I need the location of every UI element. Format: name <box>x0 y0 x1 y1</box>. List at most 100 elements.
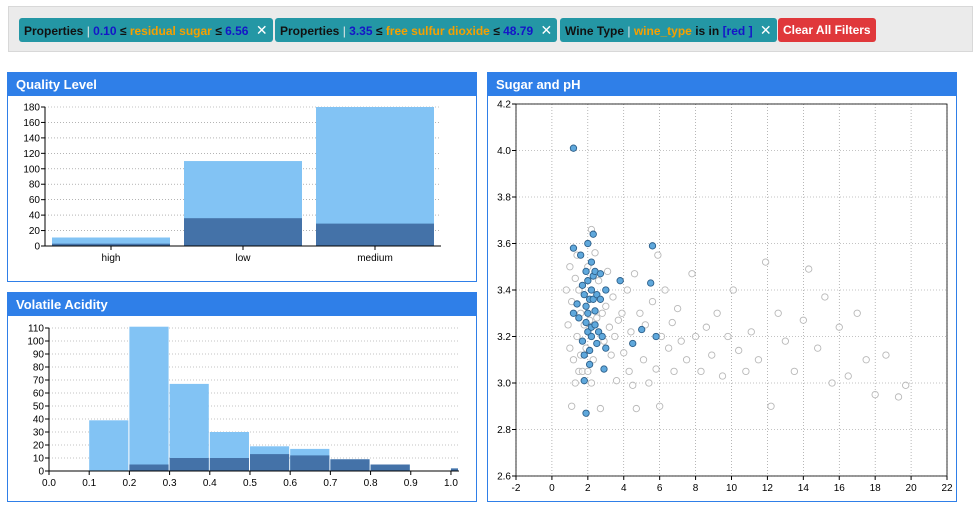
scatter-point <box>625 367 633 376</box>
filter-chip-residual-sugar[interactable]: Properties | 0.10 ≤ residual sugar ≤ 6.5… <box>19 18 273 42</box>
filter-high: 6.56 <box>225 24 249 38</box>
clear-all-filters-button[interactable]: Clear All Filters <box>778 18 876 42</box>
histogram-bar <box>169 383 209 471</box>
scatter-point <box>614 316 623 324</box>
scatter-point-selected <box>596 295 605 303</box>
quality-level-chart[interactable]: 0 20 40 60 80 100 120 140 160 180 high low medium <box>8 96 476 281</box>
histogram-bar-selected <box>330 459 370 471</box>
scatter-point <box>814 344 822 352</box>
y-tick-label: 60 <box>33 389 45 400</box>
x-tick-label: 4 <box>621 483 627 494</box>
x-tick-label: 0.2 <box>122 478 136 489</box>
scatter-point-selected <box>647 279 655 287</box>
filter-separator: | <box>342 24 346 38</box>
x-tick-label: -2 <box>512 483 521 494</box>
scatter-point <box>781 337 790 345</box>
scatter-point-selected <box>580 290 588 299</box>
x-tick-label: 6 <box>657 483 663 494</box>
scatter-point-selected <box>569 144 578 152</box>
scatter-point-selected <box>578 337 587 345</box>
scatter-point <box>571 379 579 387</box>
x-tick-label: 2 <box>585 483 591 494</box>
scatter-point <box>677 337 685 345</box>
scatter-point <box>591 249 599 257</box>
scatter-point-selected <box>602 344 610 352</box>
scatter-point <box>754 356 763 364</box>
filter-prefix: Properties <box>280 24 340 38</box>
close-icon[interactable]: ✕ <box>759 22 772 38</box>
scatter-point <box>702 323 711 331</box>
x-tick-label: 0.5 <box>243 478 257 489</box>
scatter-point <box>602 302 610 310</box>
scatter-point <box>611 332 619 341</box>
filter-prefix: Wine Type <box>565 24 625 38</box>
sugar-ph-chart[interactable]: -2 0 2 4 6 8 10 12 14 16 18 20 22 2.6 2.8 3.0 3.2 3.4 3.6 3… <box>488 96 956 501</box>
scatter-point <box>598 309 606 317</box>
scatter-point-selected <box>587 258 596 266</box>
filter-bar: Properties | 0.10 ≤ residual sugar ≤ 6.5… <box>8 6 973 52</box>
y-tick-label: 80 <box>29 180 41 191</box>
scatter-point <box>569 356 578 364</box>
scatter-point <box>587 379 596 387</box>
x-tick-label: 22 <box>941 483 953 494</box>
filter-chip-free-sulfur-dioxide[interactable]: Properties | 3.35 ≤ free sulfur dioxide … <box>275 18 558 42</box>
scatter-point <box>627 328 635 336</box>
scatter-point <box>828 379 836 387</box>
scatter-point <box>729 286 737 294</box>
scatter-point <box>668 318 676 327</box>
y-tick-label: 3.0 <box>497 379 511 390</box>
bar-selected-high <box>52 243 170 246</box>
filter-low: 0.10 <box>93 24 117 38</box>
scatter-point-selected <box>591 321 599 329</box>
y-tick-label: 70 <box>33 376 45 387</box>
scatter-point <box>761 258 770 266</box>
scatter-point <box>894 393 903 401</box>
histogram-bar-selected <box>290 455 330 471</box>
scatter-point <box>593 314 601 322</box>
y-tick-label: 140 <box>23 133 40 144</box>
scatter-point <box>620 349 628 357</box>
y-tick-label: 3.8 <box>497 193 511 204</box>
close-icon[interactable]: ✕ <box>255 22 268 38</box>
histogram-bar-selected <box>129 464 169 471</box>
scatter-point-selected <box>596 270 605 278</box>
y-tick-label: 0 <box>34 242 40 253</box>
scatter-point-selected <box>584 239 592 248</box>
scatter-point <box>603 267 612 276</box>
scatter-point <box>774 309 782 317</box>
scatter-point <box>790 367 799 376</box>
filter-value: [red ] <box>722 24 753 38</box>
filter-separator: | <box>86 24 90 38</box>
scatter-point <box>605 323 614 331</box>
y-tick-label: 3.6 <box>497 239 511 250</box>
volatile-acidity-chart[interactable]: 0 10 20 30 40 50 60 70 80 90 100 110 0.0 0.1 0.2 0.3 0.4… <box>8 316 476 501</box>
close-icon[interactable]: ✕ <box>540 22 553 38</box>
y-tick-label: 90 <box>33 350 45 361</box>
scatter-point-selected <box>582 409 590 417</box>
scatter-point <box>596 404 605 413</box>
filter-op: is in <box>695 24 720 38</box>
scatter-point <box>594 277 603 285</box>
scatter-point <box>853 309 861 317</box>
histogram-bar-selected <box>450 468 458 471</box>
scatter-point <box>584 367 592 376</box>
filter-field: wine_type <box>633 24 692 38</box>
scatter-point <box>630 270 639 278</box>
scatter-point-selected <box>591 307 599 315</box>
filter-chip-wine-type[interactable]: Wine Type | wine_type is in [red ] ✕ <box>560 18 777 42</box>
filter-op: ≤ <box>119 24 127 38</box>
x-tick-label: 0.6 <box>283 478 297 489</box>
scatter-point <box>805 265 813 273</box>
x-tick-label: 0.7 <box>323 478 337 489</box>
scatter-point-selected <box>580 351 588 359</box>
scatter-point <box>670 367 678 376</box>
scatter-point-selected <box>584 277 592 285</box>
scatter-point-selected <box>580 377 588 385</box>
y-tick-label: 160 <box>23 118 40 129</box>
scatter-point-selected <box>600 365 608 373</box>
histogram-bar <box>129 326 169 471</box>
bar-selected-low <box>184 218 302 246</box>
scatter-point-selected <box>629 339 637 348</box>
filter-field: free sulfur dioxide <box>385 24 490 38</box>
scatter-point <box>623 286 631 294</box>
